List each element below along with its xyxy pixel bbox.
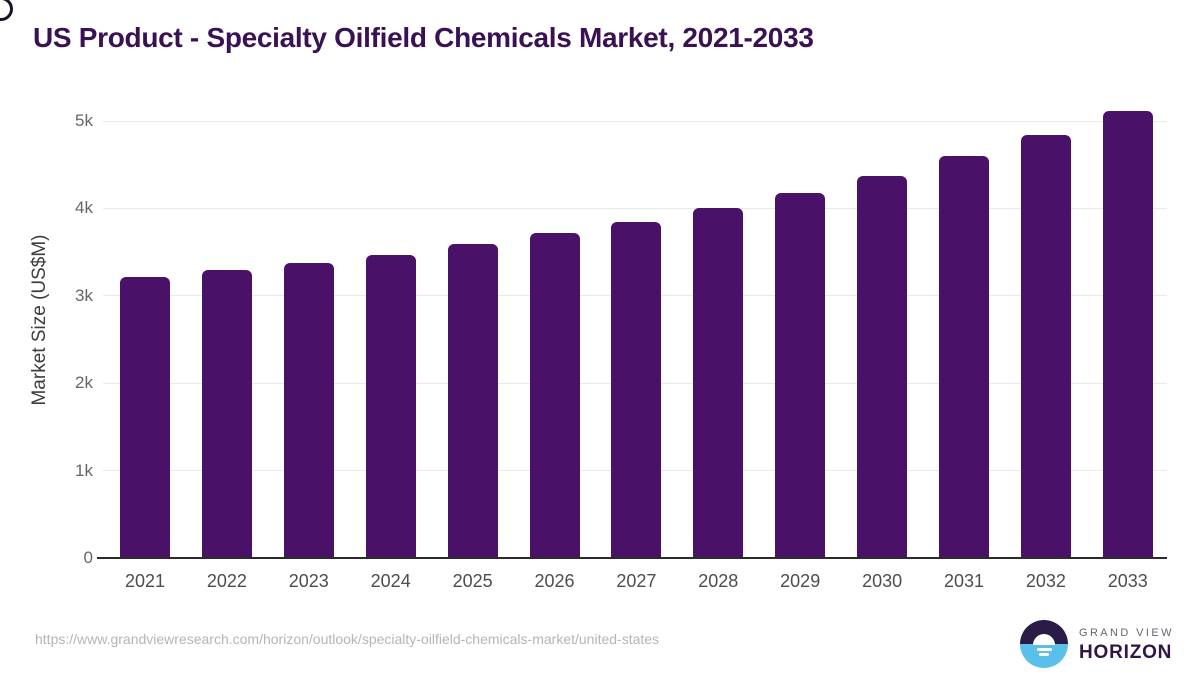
x-tick-label-2029: 2029 (780, 571, 821, 591)
grand-view-horizon-logo: GRAND VIEW HORIZON (1020, 620, 1174, 668)
bar-2032[interactable] (1020, 135, 1071, 558)
bar-2031[interactable] (939, 156, 989, 558)
x-tick-label-2025: 2025 (452, 571, 493, 591)
y-tick-label-5k: 5k (75, 111, 93, 130)
horizon-sunrise-icon (1020, 620, 1068, 668)
corner-artifact (0, 0, 13, 21)
bar-2033[interactable] (1102, 110, 1153, 558)
bar-2028[interactable] (693, 207, 744, 558)
x-tick-label-2031: 2031 (943, 571, 985, 591)
y-tick-label-1k: 1k (75, 460, 93, 480)
y-tick-label-4k: 4k (75, 198, 93, 218)
bar-2021[interactable] (120, 277, 170, 558)
x-axis-line (97, 556, 1167, 559)
x-tick-label-2030: 2030 (862, 571, 903, 591)
x-tick-label-2033: 2033 (1107, 571, 1148, 591)
y-tick-label-3k: 3k (75, 285, 93, 305)
gridline-5k (103, 120, 1167, 122)
bar-2029[interactable] (775, 192, 826, 558)
y-tick-label-2k: 2k (75, 373, 93, 393)
x-tick-label-2023: 2023 (288, 571, 329, 591)
sun-reflection-line (1036, 648, 1052, 651)
chart-title: US Product - Specialty Oilfield Chemical… (33, 22, 814, 53)
bar-2023[interactable] (283, 262, 334, 558)
bar-2030[interactable] (857, 175, 908, 558)
sun-reflection-line (1039, 653, 1049, 656)
bar-2025[interactable] (447, 244, 498, 558)
sun-icon (1033, 634, 1055, 645)
x-tick-label-2022: 2022 (206, 571, 247, 591)
x-tick-label-2024: 2024 (370, 571, 411, 591)
x-tick-label-2032: 2032 (1025, 571, 1066, 591)
y-tick-label-0: 0 (83, 548, 93, 567)
bar-2024[interactable] (365, 254, 416, 558)
logo-text: GRAND VIEW HORIZON (1079, 627, 1174, 664)
bar-2022[interactable] (201, 270, 252, 558)
source-url: https://www.grandviewresearch.com/horizo… (35, 631, 660, 647)
x-tick-label-2027: 2027 (616, 571, 657, 591)
x-tick-label-2021: 2021 (124, 571, 166, 591)
logo-top-text: GRAND VIEW (1079, 627, 1174, 639)
x-tick-label-2026: 2026 (534, 571, 575, 591)
bar-2027[interactable] (611, 221, 662, 558)
logo-bottom-text: HORIZON (1079, 642, 1173, 663)
gridline-4k (103, 207, 1167, 209)
bar-2026[interactable] (529, 233, 580, 558)
x-tick-label-2028: 2028 (698, 571, 739, 591)
